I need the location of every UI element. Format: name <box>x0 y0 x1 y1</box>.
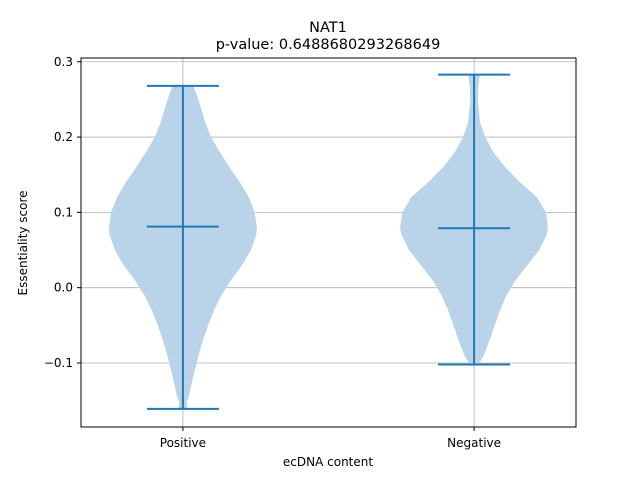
y-tick-label: 0.0 <box>54 281 73 295</box>
x-tick-label: Positive <box>160 436 206 450</box>
chart-title: NAT1 <box>309 20 347 36</box>
chart-subtitle: p-value: 0.6488680293268649 <box>216 37 441 53</box>
axis-layer: −0.1 0.0 0.1 0.2 0.3 Positive Negative <box>44 55 577 450</box>
x-tick-label: Negative <box>447 436 501 450</box>
violin-layer <box>108 73 549 410</box>
y-axis-label: Essentiality score <box>16 191 30 296</box>
y-tick-label: 0.3 <box>54 55 73 69</box>
y-tick-label: −0.1 <box>44 356 73 370</box>
y-tick-label: 0.1 <box>54 205 73 219</box>
plot-frame <box>80 57 577 428</box>
y-tick-label: 0.2 <box>54 130 73 144</box>
x-axis-label: ecDNA content <box>283 455 373 469</box>
